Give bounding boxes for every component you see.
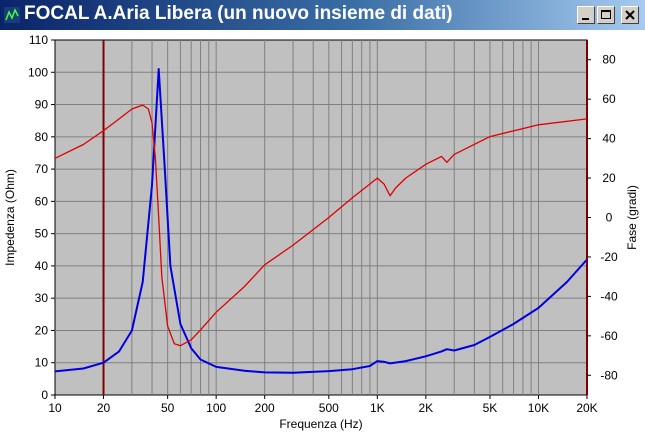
y-left-tick-label: 110 (29, 33, 48, 47)
title-bar[interactable]: FOCAL A.Aria Libera (un nuovo insieme di… (0, 0, 645, 30)
y-right-tick-label: -40 (600, 289, 618, 303)
window-title: FOCAL A.Aria Libera (un nuovo insieme di… (24, 3, 453, 24)
plot-area (54, 39, 588, 396)
y-right-tick-label: 40 (602, 132, 616, 146)
x-tick-label: 2K (418, 401, 433, 415)
y-left-tick-label: 70 (35, 162, 49, 176)
y-left-tick-label: 50 (35, 227, 49, 241)
y-right-tick-label: -60 (600, 329, 618, 343)
x-tick-label: 100 (206, 401, 226, 415)
close-button[interactable] (621, 6, 639, 24)
y-left-tick-label: 40 (35, 259, 49, 273)
app-icon (4, 7, 20, 23)
y-left-tick-label: 90 (35, 98, 49, 112)
x-tick-label: 1K (370, 401, 385, 415)
y-left-axis-label: Impedenza (Ohm) (3, 169, 17, 266)
impedance-phase-chart: 10 20 50 100 200 500 1K 2K 5K 10K 20K0102030405060… (3, 33, 639, 431)
y-right-tick-label: 20 (602, 171, 616, 185)
x-tick-label: 20K (576, 401, 597, 415)
maximize-button[interactable] (597, 6, 615, 24)
minimize-icon (582, 18, 589, 20)
x-tick-label: 200 (255, 401, 275, 415)
x-tick-label: 500 (319, 401, 339, 415)
y-left-tick-label: 60 (35, 194, 49, 208)
y-right-tick-label: -20 (600, 250, 618, 264)
y-right-tick-label: 0 (606, 211, 613, 225)
x-tick-label: 50 (161, 401, 175, 415)
x-tick-label: 5K (483, 401, 498, 415)
y-right-tick-label: -80 (600, 368, 618, 382)
x-tick-label: 10K (528, 401, 549, 415)
y-left-tick-label: 30 (35, 291, 49, 305)
impedance-line (54, 68, 588, 374)
x-axis-label: Frequenza (Hz) (279, 417, 362, 431)
y-left-tick-label: 10 (35, 356, 49, 370)
y-left-tick-label: 80 (35, 130, 49, 144)
y-left-tick-label: 100 (28, 65, 48, 79)
minimize-button[interactable] (577, 6, 595, 24)
maximize-icon (601, 10, 611, 19)
close-icon (625, 10, 635, 20)
y-right-tick-label: 80 (602, 53, 616, 67)
phase-line (54, 104, 588, 347)
x-tick-label: 10 (48, 401, 62, 415)
y-left-tick-label: 0 (41, 388, 48, 402)
y-left-tick-label: 20 (35, 323, 49, 337)
y-right-axis-label: Fase (gradi) (625, 185, 639, 250)
y-right-tick-label: 60 (602, 92, 616, 106)
x-tick-label: 20 (97, 401, 111, 415)
